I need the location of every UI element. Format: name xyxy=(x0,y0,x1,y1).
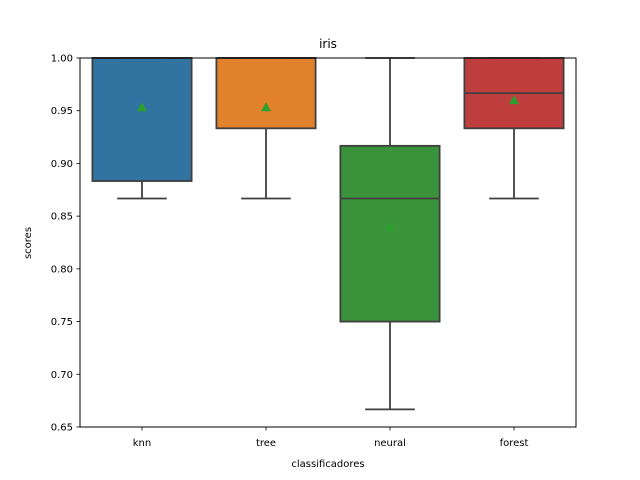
mean-marker xyxy=(385,221,395,231)
y-tick-label: 0.95 xyxy=(51,106,73,117)
plot-frame xyxy=(79,57,577,428)
y-tick-label: 0.90 xyxy=(51,159,73,170)
y-tick-label: 0.65 xyxy=(51,423,73,434)
x-axis-label: classificadores xyxy=(291,459,364,470)
y-tick-label: 1.00 xyxy=(51,54,73,65)
box-body xyxy=(91,57,193,182)
x-tick-label: forest xyxy=(500,438,529,449)
x-axis: knn tree neural forest xyxy=(133,427,529,449)
box-tree xyxy=(215,57,317,200)
y-tick-label: 0.75 xyxy=(51,317,73,328)
y-axis-label: scores xyxy=(23,227,34,259)
box-neural xyxy=(339,57,441,411)
box-body xyxy=(339,144,441,323)
x-tick-label: knn xyxy=(133,438,151,449)
box-body xyxy=(215,57,317,130)
x-tick-label: tree xyxy=(256,438,276,449)
y-tick-label: 0.80 xyxy=(51,264,73,275)
mean-marker xyxy=(509,95,519,105)
mean-marker xyxy=(137,102,147,112)
y-tick-label: 0.70 xyxy=(51,370,73,381)
mean-marker xyxy=(261,102,271,112)
box-knn xyxy=(91,57,193,200)
y-tick-label: 0.85 xyxy=(51,212,73,223)
x-tick-label: neural xyxy=(374,438,406,449)
chart-title: iris xyxy=(319,37,337,51)
y-axis: 0.65 0.70 0.75 0.80 0.85 0.90 0.95 1.00 xyxy=(51,54,80,434)
box-forest xyxy=(463,57,565,200)
plot-area xyxy=(91,57,565,411)
